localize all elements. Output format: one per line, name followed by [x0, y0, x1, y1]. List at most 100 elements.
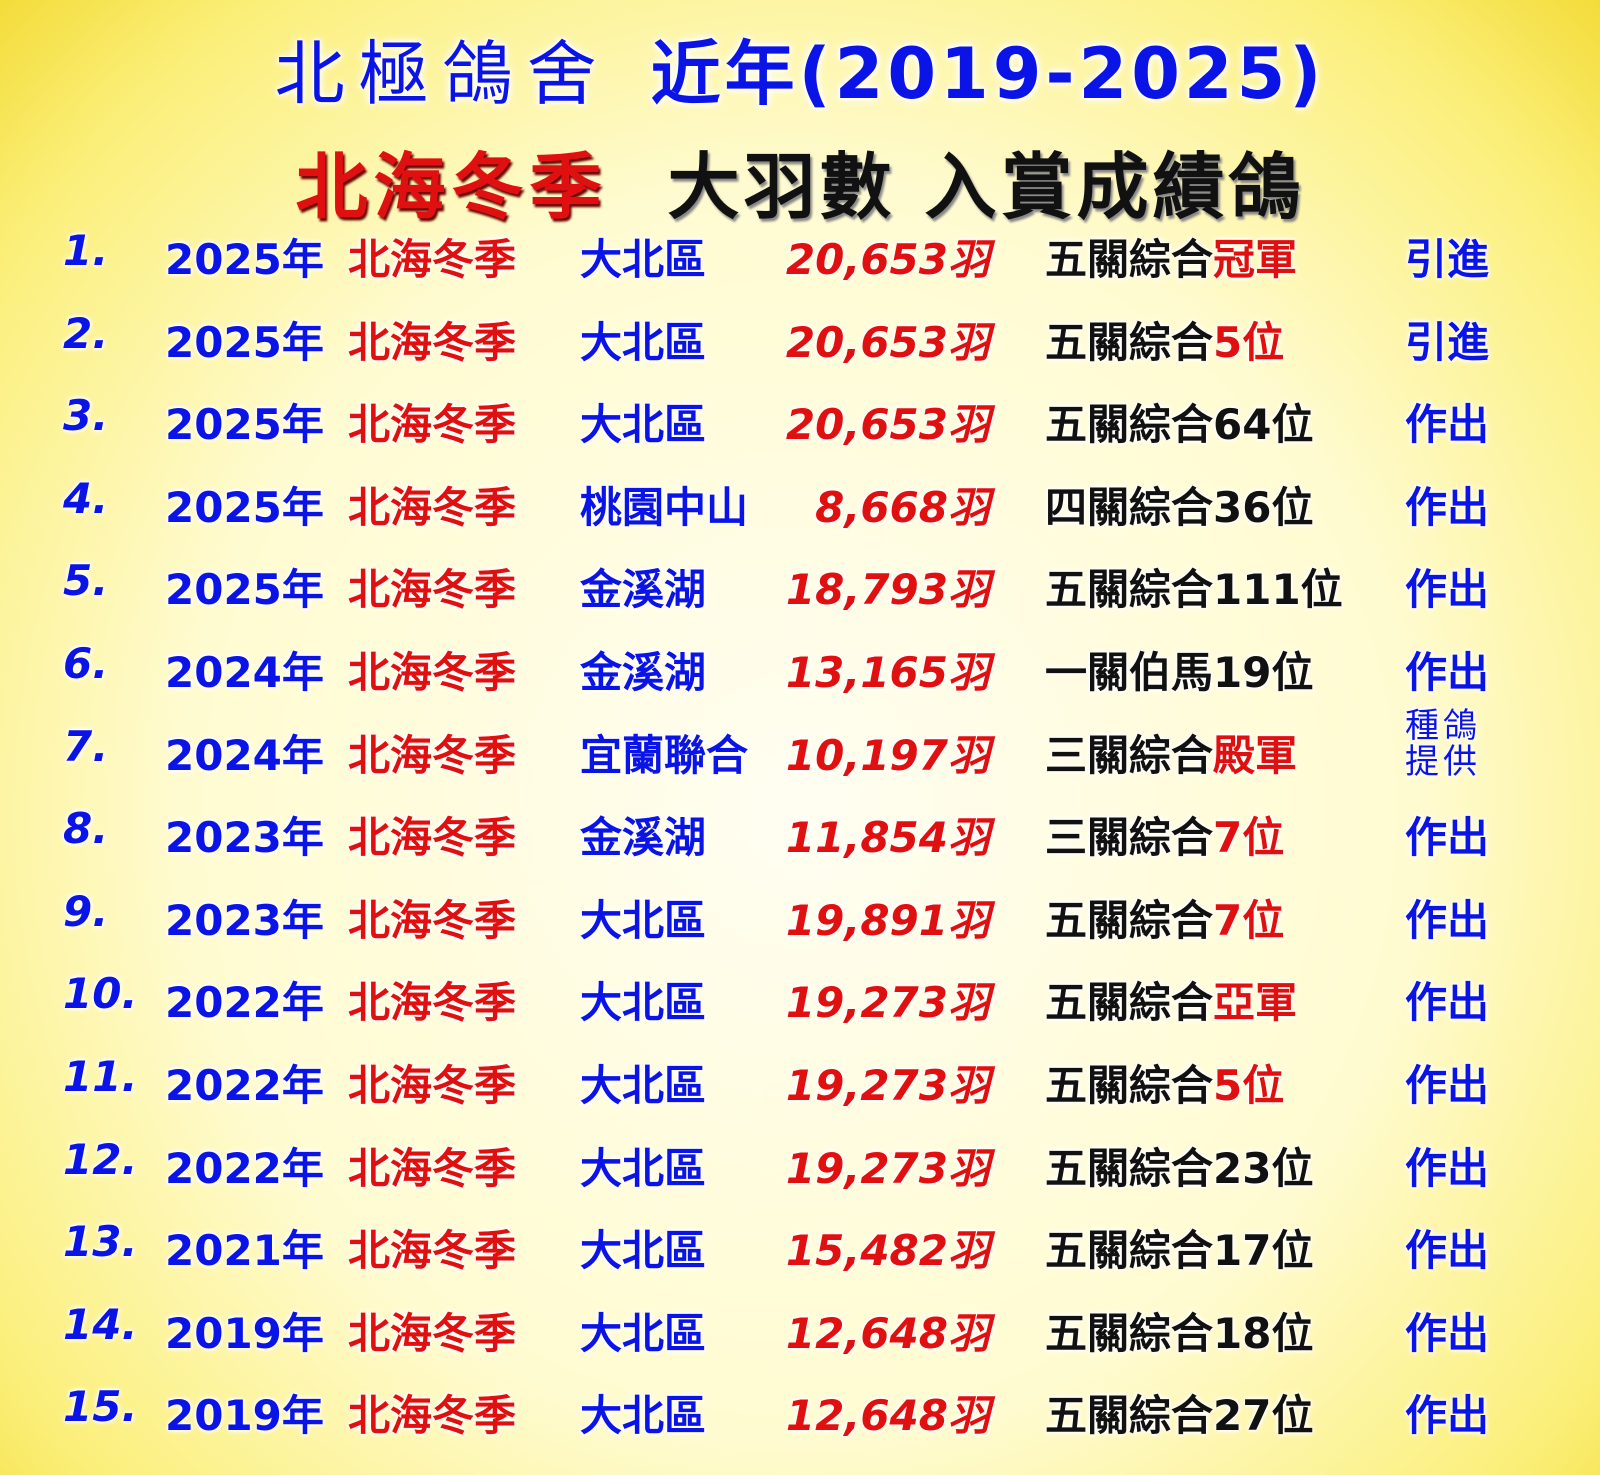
race-series-title: 北海冬季 [295, 145, 608, 229]
row-result: 五關綜合111位 [1045, 556, 1343, 617]
row-number: 1. [63, 226, 109, 275]
row-action: 作出 [1405, 1226, 1490, 1276]
row-race: 北海冬季 [348, 235, 517, 284]
row-action: 作出 [1405, 482, 1490, 532]
row-bird-count: 19,273羽 [785, 1143, 990, 1193]
row-bird-count: 20,653羽 [785, 317, 990, 367]
row-result: 五關綜合冠軍 [1045, 226, 1297, 287]
row-result: 五關綜合27位 [1045, 1382, 1313, 1443]
row-result: 五關綜合64位 [1045, 391, 1313, 452]
result-row: 12. 2022年 北海冬季 大北區 19,273羽 五關綜合23位 作出 [55, 1121, 1555, 1204]
row-bird-count: 13,165羽 [785, 647, 990, 697]
row-region: 金溪湖 [580, 565, 707, 615]
result-row: 5. 2025年 北海冬季 金溪湖 18,793羽 五關綜合111位 作出 [55, 542, 1555, 625]
row-year: 2019年 [165, 1308, 324, 1358]
row-result: 五關綜合18位 [1045, 1300, 1313, 1361]
row-year: 2025年 [165, 565, 324, 615]
row-result: 五關綜合17位 [1045, 1217, 1313, 1278]
result-text: 五關綜合 [1045, 895, 1214, 945]
results-list: 1. 2025年 北海冬季 大北區 20,653羽 五關綜合冠軍 引進 2. 2025年 北海冬季… [55, 212, 1555, 1451]
row-race: 北海冬季 [348, 1060, 517, 1110]
result-highlight: 5位 [1213, 1060, 1285, 1110]
row-number: 11. [63, 1051, 138, 1101]
row-race: 北海冬季 [348, 1143, 517, 1193]
title-line-1: 北極鴿舍 近年(2019-2025) [0, 18, 1600, 119]
row-region: 大北區 [580, 400, 707, 450]
row-region: 金溪湖 [580, 813, 707, 863]
result-text: 五關綜合 [1045, 1060, 1214, 1110]
row-region: 大北區 [580, 1308, 707, 1358]
row-action: 作出 [1405, 565, 1490, 615]
row-result: 五關綜合5位 [1045, 1052, 1284, 1113]
row-race: 北海冬季 [348, 1391, 517, 1441]
row-race: 北海冬季 [348, 400, 517, 450]
result-text: 四關綜合36位 [1045, 482, 1314, 532]
row-race: 北海冬季 [348, 813, 517, 863]
result-text: 五關綜合23位 [1045, 1143, 1314, 1193]
result-row: 11. 2022年 北海冬季 大北區 19,273羽 五關綜合5位 作出 [55, 1038, 1555, 1121]
row-result: 四關綜合36位 [1045, 474, 1313, 535]
row-year: 2024年 [165, 730, 324, 780]
row-year: 2022年 [165, 1143, 324, 1193]
row-bird-count: 19,273羽 [785, 1060, 990, 1110]
result-row: 4. 2025年 北海冬季 桃園中山 8,668羽 四關綜合36位 作出 [55, 460, 1555, 543]
row-number: 12. [63, 1134, 138, 1184]
row-bird-count: 15,482羽 [785, 1226, 990, 1276]
row-region: 大北區 [580, 235, 707, 284]
row-bird-count: 20,653羽 [785, 235, 990, 284]
row-race: 北海冬季 [348, 978, 517, 1028]
row-number: 13. [63, 1217, 138, 1267]
row-race: 北海冬季 [348, 317, 517, 367]
result-row: 8. 2023年 北海冬季 金溪湖 11,854羽 三關綜合7位 作出 [55, 790, 1555, 873]
row-action: 作出 [1405, 1391, 1490, 1441]
row-race: 北海冬季 [348, 565, 517, 615]
row-action: 作出 [1405, 895, 1490, 945]
result-row: 3. 2025年 北海冬季 大北區 20,653羽 五關綜合64位 作出 [55, 377, 1555, 460]
result-text: 五關綜合18位 [1045, 1308, 1314, 1358]
row-region: 大北區 [580, 1391, 707, 1441]
row-number: 9. [63, 886, 109, 936]
row-year: 2022年 [165, 1060, 324, 1110]
row-race: 北海冬季 [348, 895, 517, 945]
result-highlight: 亞軍 [1213, 978, 1298, 1028]
result-text: 五關綜合111位 [1045, 565, 1343, 615]
result-text: 五關綜合 [1045, 317, 1214, 367]
row-region: 大北區 [580, 317, 707, 367]
row-race: 北海冬季 [348, 1308, 517, 1358]
row-number: 7. [63, 721, 109, 771]
row-action: 作出 [1405, 1060, 1490, 1110]
row-year: 2025年 [165, 482, 324, 532]
row-number: 3. [63, 391, 109, 441]
result-row: 9. 2023年 北海冬季 大北區 19,891羽 五關綜合7位 作出 [55, 873, 1555, 956]
row-bird-count: 12,648羽 [785, 1308, 990, 1358]
row-race: 北海冬季 [348, 482, 517, 532]
row-result: 五關綜合23位 [1045, 1135, 1313, 1196]
row-race: 北海冬季 [348, 730, 517, 780]
row-action: 作出 [1405, 978, 1490, 1028]
row-number: 10. [63, 969, 138, 1019]
row-year: 2019年 [165, 1391, 324, 1441]
row-result: 五關綜合亞軍 [1045, 969, 1297, 1030]
row-action: 引進 [1405, 235, 1490, 284]
result-highlight: 5位 [1213, 317, 1285, 367]
subtitle: 大羽數 入賞成績鴿 [667, 145, 1305, 229]
row-year: 2022年 [165, 978, 324, 1028]
result-highlight: 冠軍 [1213, 235, 1298, 284]
row-bird-count: 19,273羽 [785, 978, 990, 1028]
result-text: 五關綜合 [1045, 235, 1214, 284]
result-highlight: 殿軍 [1213, 730, 1298, 780]
result-row: 14. 2019年 北海冬季 大北區 12,648羽 五關綜合18位 作出 [55, 1286, 1555, 1369]
result-row: 7. 2024年 北海冬季 宜蘭聯合 10,197羽 三關綜合殿軍 種鴿提供 [55, 708, 1555, 791]
row-region: 桃園中山 [580, 482, 749, 532]
result-highlight: 7位 [1213, 895, 1285, 945]
period: 近年(2019-2025) [650, 33, 1326, 115]
row-bird-count: 19,891羽 [785, 895, 990, 945]
row-year: 2025年 [165, 400, 324, 450]
row-number: 5. [63, 556, 109, 606]
row-action: 作出 [1405, 1308, 1490, 1358]
row-result: 五關綜合7位 [1045, 887, 1284, 948]
result-text: 一關伯馬19位 [1045, 647, 1314, 697]
result-row: 6. 2024年 北海冬季 金溪湖 13,165羽 一關伯馬19位 作出 [55, 625, 1555, 708]
row-number: 8. [63, 804, 109, 854]
row-result: 三關綜合殿軍 [1045, 722, 1297, 783]
